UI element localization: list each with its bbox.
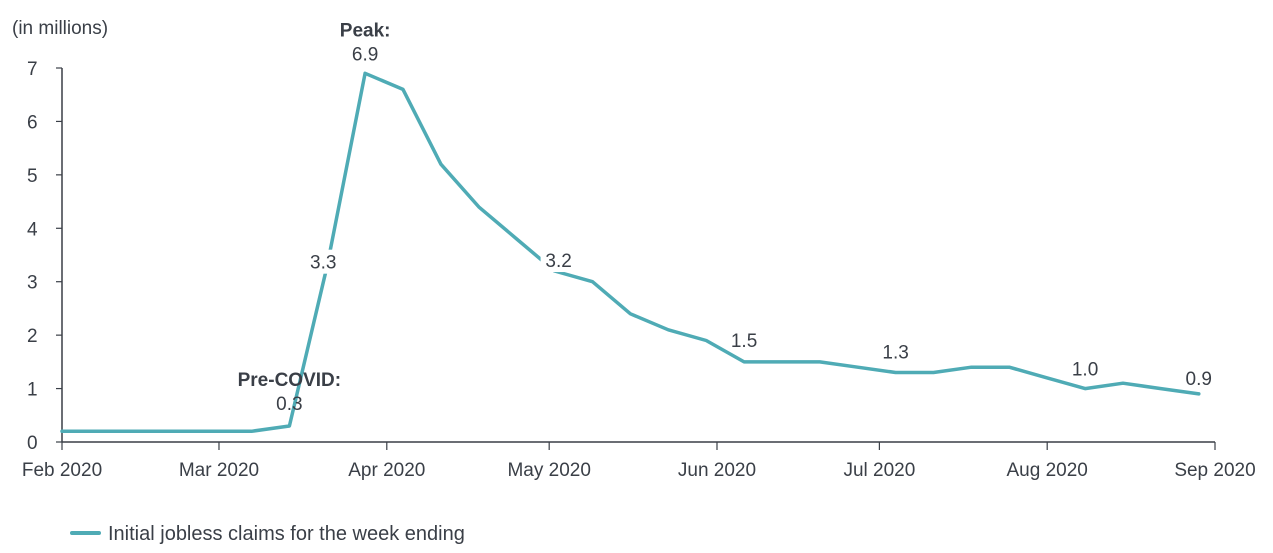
data-label: 3.3 <box>310 253 336 274</box>
y-tick-label: 4 <box>27 219 38 240</box>
data-label: 1.3 <box>882 343 908 364</box>
x-tick-label: Sep 2020 <box>1174 460 1255 481</box>
series-layer <box>60 71 1201 434</box>
y-tick-label: 5 <box>27 166 38 187</box>
label-backdrop <box>305 249 342 274</box>
y-tick-label: 7 <box>27 59 38 80</box>
x-tick-label: Jun 2020 <box>678 460 756 481</box>
data-label: 6.9 <box>352 44 378 65</box>
y-tick-label: 1 <box>27 380 38 401</box>
data-label: 3.2 <box>545 251 571 272</box>
x-axis: Feb 2020 Mar 2020 Apr 2020 May 2020 Jun 2020… <box>22 441 1256 481</box>
x-tick-label: Feb 2020 <box>22 460 102 481</box>
series-line <box>60 71 1201 434</box>
y-unit-label: (in millions) <box>12 18 108 39</box>
legend: Initial jobless claims for the week endi… <box>70 523 465 545</box>
data-label: 0.3 <box>276 394 302 415</box>
x-tick-label: Apr 2020 <box>348 460 425 481</box>
legend-label: Initial jobless claims for the week endi… <box>108 523 465 545</box>
y-tick-label: 2 <box>27 326 38 347</box>
annotation-title: Pre-COVID: <box>238 370 341 391</box>
y-axis: 0 1 2 3 4 5 6 7 <box>27 59 63 454</box>
x-tick-label: Jul 2020 <box>843 460 915 481</box>
annotation-title: Peak: <box>340 20 391 41</box>
y-tick-label: 6 <box>27 112 38 133</box>
data-label: 1.0 <box>1072 360 1098 381</box>
y-tick-label: 3 <box>27 273 38 294</box>
x-tick-label: May 2020 <box>507 460 590 481</box>
x-tick-label: Mar 2020 <box>179 460 259 481</box>
annotation-layer: 0.3 Pre-COVID: 3.3 6.9 Peak: 3.2 1.5 1.3 1.0 0.9 <box>238 20 1212 415</box>
x-tick-label: Aug 2020 <box>1007 460 1088 481</box>
label-backdrop <box>540 248 577 273</box>
data-label: 1.5 <box>731 331 757 352</box>
data-label: 0.9 <box>1186 369 1212 390</box>
y-tick-label: 0 <box>27 433 38 454</box>
